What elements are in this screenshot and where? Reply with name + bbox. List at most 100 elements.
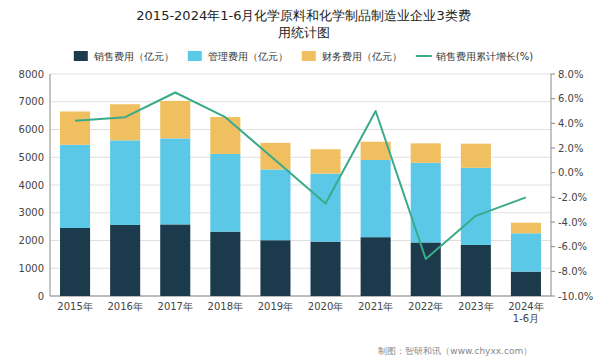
title-line: 用统计图 [278,25,330,40]
y-tick-label: 1000 [19,263,44,274]
y2-tick-label: -2.0% [558,192,587,203]
x-tick-label-line: 2024年 [508,301,543,312]
legend-label: 财务费用（亿元） [322,51,402,62]
bar [511,233,541,271]
y2-axis-line [551,74,552,296]
legend-swatch [302,51,316,61]
x-tick-label-line: 2018年 [208,301,243,312]
bar [110,104,140,140]
x-tick-label-line: 1-6月 [513,313,539,324]
bar-series [60,101,541,233]
chart: 2015-2024年1-6月化学原料和化学制品制造业企业3类费用统计图 0 1000… [0,0,607,359]
legend-label: 销售费用累计增长(%) [435,51,533,62]
x-tick-label: 2020年 [308,301,343,312]
y2-tick [551,222,555,223]
legend: 销售费用（亿元） 管理费用（亿元） 财务费用（亿元） 销售费用累计增长(%) [74,51,533,62]
y2-tick [551,172,555,173]
x-tick-label-line: 2021年 [358,301,393,312]
y2-tick-label: 2.0% [558,143,583,154]
bar [210,154,240,232]
footer: 制图：智研和讯（www.chyxx.com） [378,346,532,356]
y-axis-line [50,74,51,296]
x-tick-label: 2018年 [208,301,243,312]
y2-tick [551,246,555,247]
legend-item: 财务费用（亿元） [302,51,402,62]
x-tick-label: 2016年 [107,301,142,312]
y-tick-label: 7000 [19,96,44,107]
x-tick-label: 2023年 [458,301,493,312]
x-tick-label: 2015年 [57,301,92,312]
y-tick-label: 5000 [19,152,44,163]
y2-tick [551,296,555,297]
bar [260,240,290,296]
bar [361,160,391,237]
bar [361,237,391,296]
bar [210,232,240,296]
y2-tick-label: -6.0% [558,241,587,252]
line [75,93,526,260]
title-line: 2015-2024年1-6月化学原料和化学制品制造业企业3类费 [136,8,470,23]
bar [260,169,290,240]
bar [260,143,290,170]
x-tick-label-line: 2017年 [158,301,193,312]
y2-tick-label: 4.0% [558,118,583,129]
y2-tick [551,148,555,149]
background [0,0,607,359]
bar [160,224,190,296]
grid-line [50,101,551,102]
y-tick-label: 2000 [19,235,44,246]
bar-series [60,138,541,271]
y-tick-label: 6000 [19,124,44,135]
bar [60,228,90,296]
bar [110,225,140,296]
bar [160,101,190,138]
y2-tick-label: -4.0% [558,217,587,228]
y-tick-label: 8000 [19,69,44,80]
grid-line [50,74,551,75]
legend-swatch [416,55,432,57]
legend-label: 销售费用（亿元） [93,51,174,62]
y2-tick [551,74,555,75]
bar [60,111,90,144]
legend-swatch [188,51,202,61]
x-tick-label-line: 2020年 [308,301,343,312]
x-tick-label-line: 2015年 [57,301,92,312]
y2-tick [551,271,555,272]
x-tick-label: 2019年 [258,301,293,312]
x-tick-label: 2022年 [408,301,443,312]
bar [60,145,90,228]
x-tick-label-line: 2016年 [107,301,142,312]
x-tick-label: 2017年 [158,301,193,312]
y-tick-label: 3000 [19,207,44,218]
bar [461,168,491,245]
bar [210,117,240,154]
bar [511,223,541,234]
y-tick-label: 4000 [19,180,44,191]
y2-tick [551,98,555,99]
bar [511,272,541,296]
legend-label: 管理费用（亿元） [208,51,288,62]
title: 2015-2024年1-6月化学原料和化学制品制造业企业3类费用统计图 [136,8,470,40]
bar [160,138,190,224]
legend-swatch [74,51,88,61]
x-tick-label-line: 2022年 [408,301,443,312]
y2-tick-label: 0.0% [558,167,583,178]
y2-tick [551,123,555,124]
y2-tick-label: 6.0% [558,93,583,104]
bar [110,140,140,225]
bar [311,242,341,296]
grid [50,74,551,296]
x-tick-label: 2024年1-6月 [508,301,543,324]
bar [411,143,441,162]
y2-tick-label: -10.0% [558,291,593,302]
axes: 0 1000 2000 3000 4000 5000 6000 7000 8000 -10.0% -… [19,69,594,325]
bar [311,149,341,173]
y2-tick-label: 8.0% [558,69,583,80]
x-tick-label-line: 2019年 [258,301,293,312]
y2-tick-label: -8.0% [558,266,587,277]
legend-item: 销售费用（亿元） [74,51,174,62]
y-tick-label: 0 [38,291,44,302]
legend-item: 销售费用累计增长(%) [416,51,533,62]
bar [461,245,491,296]
plot-area [60,93,541,297]
